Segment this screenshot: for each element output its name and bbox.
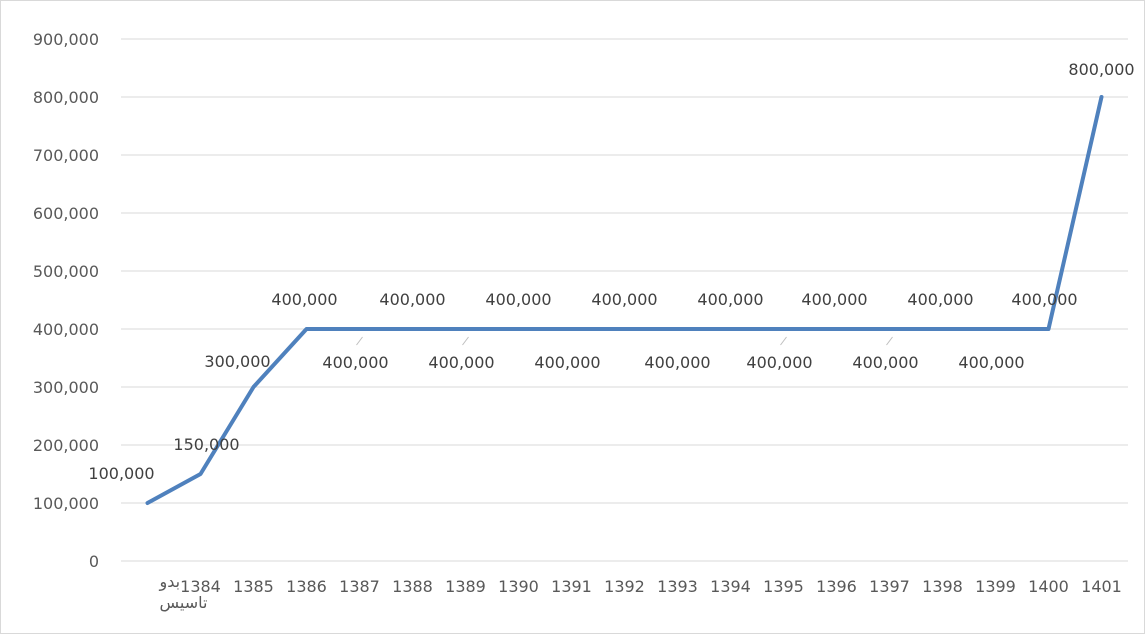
x-tick-label: 1385 bbox=[233, 577, 274, 596]
x-tick-label: 1399 bbox=[975, 577, 1016, 596]
data-label: 400,000 bbox=[1011, 290, 1077, 309]
data-label: 400,000 bbox=[907, 290, 973, 309]
y-tick-label: 100,000 bbox=[33, 494, 99, 513]
data-label: 400,000 bbox=[958, 353, 1024, 372]
y-tick-label: 700,000 bbox=[33, 146, 99, 165]
data-label: 300,000 bbox=[204, 352, 270, 371]
data-label: 400,000 bbox=[644, 353, 710, 372]
data-labels: 100,000 150,000 300,000 400,000 400,000 400,0… bbox=[88, 60, 1134, 483]
y-tick-label: 300,000 bbox=[33, 378, 99, 397]
data-label: 400,000 bbox=[271, 290, 337, 309]
x-tick-label: 1391 bbox=[551, 577, 592, 596]
x-tick-label: 1396 bbox=[816, 577, 857, 596]
data-label: 400,000 bbox=[801, 290, 867, 309]
leader-line bbox=[462, 336, 469, 346]
x-tick-label: بدو تاسیس bbox=[159, 572, 208, 613]
x-tick-label-line: بدو bbox=[159, 572, 181, 592]
data-label: 800,000 bbox=[1068, 60, 1134, 79]
data-label: 400,000 bbox=[852, 353, 918, 372]
leader-lines bbox=[356, 336, 893, 346]
x-tick-label: 1388 bbox=[392, 577, 433, 596]
data-label: 400,000 bbox=[591, 290, 657, 309]
data-label: 400,000 bbox=[428, 353, 494, 372]
y-tick-label: 600,000 bbox=[33, 204, 99, 223]
data-label: 100,000 bbox=[88, 464, 154, 483]
x-tick-label: 1398 bbox=[922, 577, 963, 596]
x-tick-label: 1401 bbox=[1081, 577, 1122, 596]
leader-line bbox=[780, 336, 787, 346]
y-tick-label: 400,000 bbox=[33, 320, 99, 339]
x-tick-label: 1392 bbox=[604, 577, 645, 596]
data-label: 400,000 bbox=[697, 290, 763, 309]
data-label: 400,000 bbox=[322, 353, 388, 372]
leader-line bbox=[356, 336, 363, 346]
x-tick-label: 1393 bbox=[657, 577, 698, 596]
y-tick-label: 500,000 bbox=[33, 262, 99, 281]
x-tick-label: 1389 bbox=[445, 577, 486, 596]
data-label: 150,000 bbox=[173, 435, 239, 454]
data-label: 400,000 bbox=[379, 290, 445, 309]
x-tick-label-line: تاسیس bbox=[160, 593, 208, 613]
y-tick-label: 800,000 bbox=[33, 88, 99, 107]
data-label: 400,000 bbox=[534, 353, 600, 372]
series-line bbox=[145, 95, 1104, 505]
y-tick-label: 200,000 bbox=[33, 436, 99, 455]
x-tick-label: 1387 bbox=[339, 577, 380, 596]
x-tick-label: 1390 bbox=[498, 577, 539, 596]
x-tick-label: 1400 bbox=[1028, 577, 1069, 596]
x-tick-label: 1394 bbox=[710, 577, 751, 596]
x-tick-label: 1395 bbox=[763, 577, 804, 596]
x-tick-label: 1384 bbox=[180, 577, 221, 596]
leader-line bbox=[886, 336, 893, 346]
series bbox=[145, 95, 1104, 505]
x-tick-label: 1397 bbox=[869, 577, 910, 596]
y-tick-label: 0 bbox=[89, 552, 99, 571]
data-label: 400,000 bbox=[746, 353, 812, 372]
y-axis: 0 100,000 200,000 300,000 400,000 500,000 600,… bbox=[33, 30, 99, 571]
data-label: 400,000 bbox=[485, 290, 551, 309]
x-tick-label: 1386 bbox=[286, 577, 327, 596]
y-tick-label: 900,000 bbox=[33, 30, 99, 49]
